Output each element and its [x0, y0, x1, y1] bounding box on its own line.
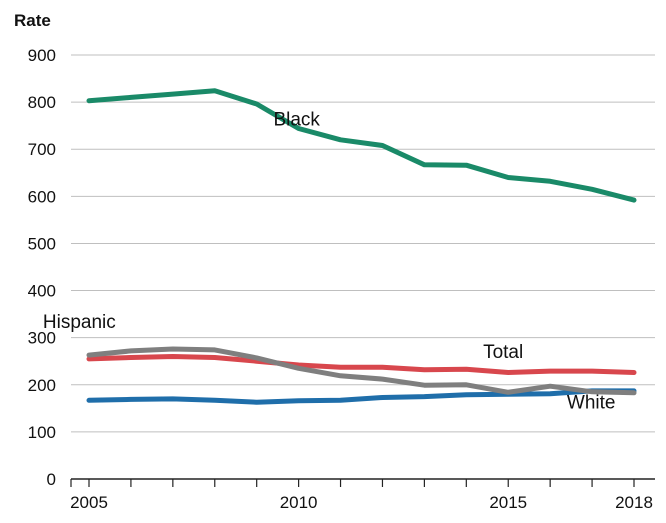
y-tick-label-500: 500 [28, 234, 56, 253]
y-tick-label-600: 600 [28, 187, 56, 206]
y-tick-label-300: 300 [28, 329, 56, 348]
y-axis-title: Rate [14, 11, 51, 30]
series-label-hispanic: Hispanic [43, 312, 116, 333]
y-tick-label-100: 100 [28, 423, 56, 442]
series-label-white: White [567, 392, 616, 413]
y-tick-label-200: 200 [28, 376, 56, 395]
y-tick-label-700: 700 [28, 140, 56, 159]
series-line-hispanic [86, 346, 637, 396]
x-tick-label-2010: 2010 [280, 493, 318, 512]
gridlines [71, 54, 655, 433]
series-labels: Black Hispanic Total White [43, 110, 616, 414]
y-tick-label-900: 900 [28, 46, 56, 65]
axes: 0 100 200 300 400 500 600 700 800 900 2005 2010 2015… [28, 46, 655, 512]
x-tick-label-2018: 2018 [615, 493, 653, 512]
series-lines [86, 88, 637, 405]
y-tick-label-400: 400 [28, 282, 56, 301]
series-line-white [86, 388, 637, 405]
x-tick-label-2005: 2005 [70, 493, 108, 512]
series-label-black: Black [273, 110, 320, 131]
series-line-black [86, 88, 637, 203]
y-tick-label-800: 800 [28, 93, 56, 112]
y-tick-label-0: 0 [47, 470, 56, 489]
series-label-total: Total [483, 342, 523, 363]
x-tick-label-2015: 2015 [489, 493, 527, 512]
series-line-total [86, 354, 637, 375]
